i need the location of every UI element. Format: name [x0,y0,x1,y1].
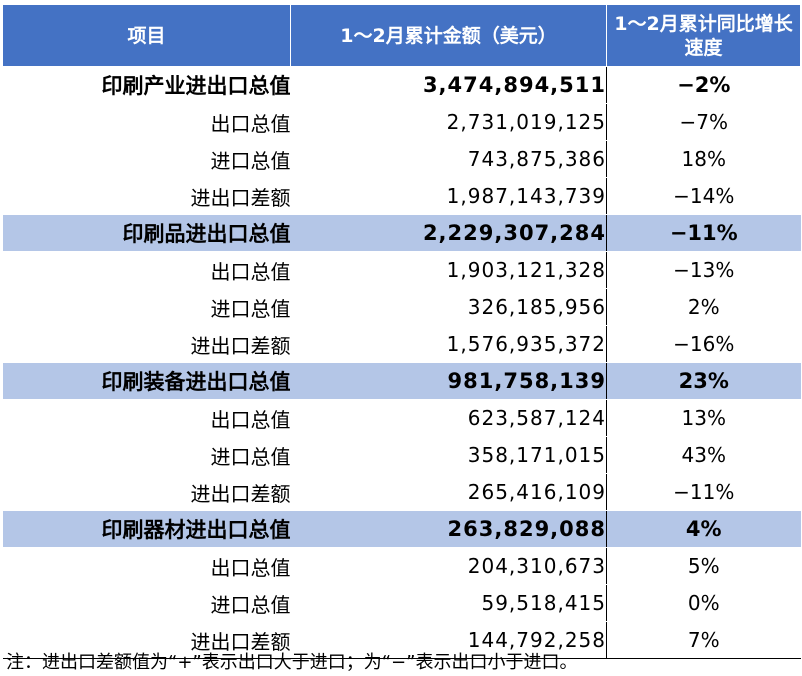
row-amount-cell: 2,731,019,125 [290,103,607,141]
row-item-cell: 印刷产业进出口总值 [2,66,291,104]
row-growth-cell: −7% [606,103,801,141]
row-growth-cell: 23% [606,362,801,400]
table-row: 进口总值 743,875,386 18% [2,140,801,178]
table-row: 进口总值 326,185,956 2% [2,288,801,326]
table-row: 进口总值 358,171,015 43% [2,436,801,474]
row-item-cell: 印刷品进出口总值 [2,214,291,252]
row-growth-cell: 4% [606,510,801,548]
row-amount-cell: 3,474,894,511 [290,66,607,104]
row-item-cell: 进口总值 [2,288,291,326]
table-row: 出口总值 204,310,673 5% [2,547,801,585]
row-amount-cell: 265,416,109 [290,473,607,511]
table-row: 出口总值 1,903,121,328 −13% [2,251,801,289]
row-growth-cell: −11% [606,214,801,252]
header-growth: 1～2月累计同比增长速度 [606,4,801,67]
row-growth-cell: 7% [606,621,801,659]
row-growth-cell: 2% [606,288,801,326]
row-growth-cell: −13% [606,251,801,289]
table-row: 出口总值 2,731,019,125 −7% [2,103,801,141]
row-amount-cell: 263,829,088 [290,510,607,548]
row-item-cell: 出口总值 [2,251,291,289]
row-growth-cell: 43% [606,436,801,474]
row-amount-cell: 59,518,415 [290,584,607,622]
row-item-cell: 进出口差额 [2,621,291,659]
table-body: 印刷产业进出口总值 3,474,894,511 −2% 出口总值 2,731,019,1… [2,66,801,659]
table-row: 出口总值 623,587,124 13% [2,399,801,437]
table-group-row: 印刷产业进出口总值 3,474,894,511 −2% [2,66,801,104]
row-amount-cell: 623,587,124 [290,399,607,437]
table-header-row: 项目 1～2月累计金额（美元） 1～2月累计同比增长速度 [2,4,801,67]
row-item-cell: 进出口差额 [2,473,291,511]
row-item-cell: 进出口差额 [2,177,291,215]
row-growth-cell: 18% [606,140,801,178]
row-growth-cell: −11% [606,473,801,511]
row-item-cell: 出口总值 [2,399,291,437]
row-amount-cell: 204,310,673 [290,547,607,585]
header-amount: 1～2月累计金额（美元） [290,4,607,67]
table-group-row: 印刷装备进出口总值 981,758,139 23% [2,362,801,400]
row-item-cell: 印刷装备进出口总值 [2,362,291,400]
row-growth-cell: 5% [606,547,801,585]
row-growth-cell: 0% [606,584,801,622]
row-item-cell: 进口总值 [2,584,291,622]
row-item-cell: 印刷器材进出口总值 [2,510,291,548]
row-amount-cell: 743,875,386 [290,140,607,178]
row-amount-cell: 144,792,258 [290,621,607,659]
table-group-row: 印刷品进出口总值 2,229,307,284 −11% [2,214,801,252]
row-amount-cell: 326,185,956 [290,288,607,326]
trade-table: 项目 1～2月累计金额（美元） 1～2月累计同比增长速度 印刷产业进出口总值 3,… [2,4,801,659]
row-amount-cell: 1,987,143,739 [290,177,607,215]
row-item-cell: 出口总值 [2,547,291,585]
table-row: 进出口差额 1,987,143,739 −14% [2,177,801,215]
row-amount-cell: 1,903,121,328 [290,251,607,289]
row-item-cell: 进出口差额 [2,325,291,363]
row-item-cell: 进口总值 [2,140,291,178]
row-growth-cell: 13% [606,399,801,437]
row-growth-cell: −2% [606,66,801,104]
row-amount-cell: 1,576,935,372 [290,325,607,363]
footnote: 注：进出口差额值为“+”表示出口大于进口；为“−”表示出口小于进口。 [6,652,578,673]
row-growth-cell: −16% [606,325,801,363]
table-row: 进出口差额 144,792,258 7% [2,621,801,659]
row-amount-cell: 358,171,015 [290,436,607,474]
header-item: 项目 [2,4,291,67]
row-growth-cell: −14% [606,177,801,215]
row-amount-cell: 981,758,139 [290,362,607,400]
row-item-cell: 进口总值 [2,436,291,474]
table-row: 进出口差额 265,416,109 −11% [2,473,801,511]
table-row: 进口总值 59,518,415 0% [2,584,801,622]
row-amount-cell: 2,229,307,284 [290,214,607,252]
row-item-cell: 出口总值 [2,103,291,141]
table-row: 进出口差额 1,576,935,372 −16% [2,325,801,363]
table-group-row: 印刷器材进出口总值 263,829,088 4% [2,510,801,548]
